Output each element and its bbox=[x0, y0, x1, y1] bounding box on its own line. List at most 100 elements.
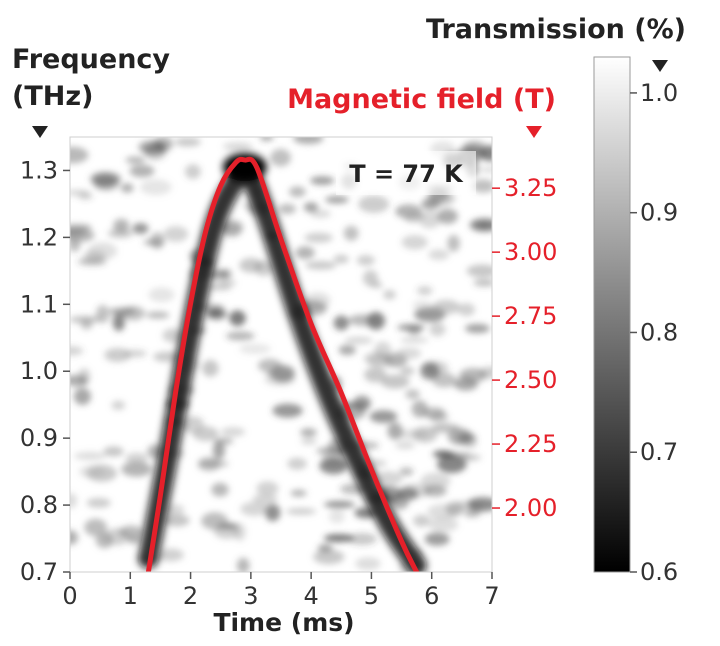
noise-blob bbox=[323, 534, 354, 543]
noise-blob bbox=[418, 210, 441, 229]
noise-blob bbox=[213, 524, 241, 539]
noise-blob bbox=[458, 303, 475, 317]
noise-blob bbox=[310, 209, 331, 218]
noise-blob bbox=[397, 324, 425, 331]
noise-blob bbox=[356, 255, 375, 266]
noise-blob bbox=[369, 410, 398, 423]
noise-blob bbox=[153, 137, 174, 152]
noise-blob bbox=[333, 254, 349, 264]
noise-blob bbox=[293, 137, 324, 145]
noise-blob bbox=[413, 514, 430, 527]
noise-blob bbox=[120, 183, 134, 193]
noise-blob bbox=[103, 446, 124, 457]
noise-blob bbox=[355, 557, 381, 571]
y-axis-left-marker-icon bbox=[32, 126, 48, 138]
y-right-tick-label: 2.75 bbox=[504, 302, 557, 330]
noise-blob bbox=[112, 313, 125, 332]
noise-blob bbox=[358, 195, 390, 213]
colorbar-label: Transmission (%) bbox=[426, 14, 686, 45]
colorbar-marker-icon bbox=[652, 60, 668, 72]
heatmap-noise bbox=[70, 137, 492, 572]
noise-blob bbox=[236, 557, 250, 572]
noise-blob bbox=[146, 311, 170, 319]
noise-blob bbox=[471, 179, 492, 193]
noise-blob bbox=[265, 503, 281, 522]
noise-blob bbox=[411, 400, 428, 418]
noise-blob bbox=[305, 261, 337, 270]
noise-blob bbox=[70, 189, 90, 196]
noise-blob bbox=[316, 446, 346, 455]
noise-blob bbox=[287, 457, 307, 470]
noise-blob bbox=[174, 137, 201, 147]
x-tick-label: 0 bbox=[62, 582, 77, 610]
x-tick-label: 4 bbox=[304, 582, 319, 610]
colorbar-axis: 0.6 0.7 0.8 0.9 1.0 bbox=[630, 79, 678, 586]
noise-blob bbox=[198, 459, 229, 468]
noise-blob bbox=[86, 464, 118, 482]
y-axis-left: 0.7 0.8 0.9 1.0 1.1 1.2 1.3 bbox=[20, 156, 70, 586]
noise-blob bbox=[132, 223, 149, 234]
noise-blob bbox=[221, 219, 245, 234]
y-right-tick-label: 3.00 bbox=[504, 238, 557, 266]
noise-blob bbox=[467, 497, 492, 512]
colorbar bbox=[593, 56, 631, 573]
noise-blob bbox=[278, 203, 297, 215]
noise-blob bbox=[95, 532, 114, 549]
noise-blob bbox=[121, 461, 152, 477]
noise-blob bbox=[125, 452, 148, 465]
noise-blob bbox=[396, 347, 422, 360]
noise-blob bbox=[363, 352, 390, 365]
y-right-tick-label: 3.25 bbox=[504, 174, 557, 202]
noise-blob bbox=[252, 493, 278, 505]
noise-blob bbox=[328, 509, 345, 524]
noise-blob bbox=[70, 346, 84, 356]
noise-blob bbox=[86, 498, 111, 508]
noise-blob bbox=[77, 257, 107, 266]
noise-blob bbox=[300, 438, 317, 445]
noise-blob bbox=[162, 328, 183, 343]
colorbar-tick-label: 1.0 bbox=[640, 79, 678, 107]
noise-blob bbox=[412, 300, 432, 311]
noise-blob bbox=[423, 485, 447, 497]
x-tick-label: 5 bbox=[364, 582, 379, 610]
noise-blob bbox=[140, 179, 172, 196]
noise-blob bbox=[285, 508, 317, 515]
noise-blob bbox=[428, 516, 459, 533]
noise-blob bbox=[338, 344, 356, 356]
noise-blob bbox=[111, 400, 126, 410]
noise-blob bbox=[469, 218, 492, 232]
x-tick-label: 1 bbox=[123, 582, 138, 610]
noise-blob bbox=[202, 359, 219, 377]
absorption-peak bbox=[222, 153, 267, 182]
noise-blob bbox=[429, 411, 449, 423]
noise-blob bbox=[163, 226, 189, 242]
colorbar-tick-label: 0.6 bbox=[640, 558, 678, 586]
y-right-tick-label: 2.00 bbox=[504, 494, 557, 522]
noise-blob bbox=[319, 457, 348, 475]
noise-blob bbox=[129, 164, 155, 178]
noise-blob bbox=[344, 336, 373, 345]
noise-blob bbox=[300, 428, 317, 437]
noise-blob bbox=[70, 228, 95, 242]
noise-blob bbox=[432, 372, 457, 388]
noise-blob bbox=[257, 358, 282, 373]
noise-blob bbox=[125, 156, 146, 164]
x-tick-label: 2 bbox=[183, 582, 198, 610]
y-left-tick-label: 1.0 bbox=[20, 357, 58, 385]
colorbar-tick-label: 0.9 bbox=[640, 199, 678, 227]
noise-blob bbox=[373, 471, 403, 486]
noise-blob bbox=[256, 481, 279, 496]
noise-blob bbox=[429, 322, 446, 337]
noise-blob bbox=[464, 509, 481, 518]
noise-blob bbox=[304, 232, 333, 243]
noise-blob bbox=[313, 549, 345, 565]
y-axis-left-label-line1: Frequency bbox=[12, 44, 170, 75]
noise-blob bbox=[405, 389, 420, 400]
temperature-annotation-box bbox=[336, 151, 476, 195]
noise-blob bbox=[399, 467, 414, 476]
noise-blob bbox=[259, 137, 274, 141]
noise-blob bbox=[432, 299, 461, 315]
plot-area bbox=[70, 137, 492, 572]
noise-blob bbox=[402, 210, 424, 223]
noise-blob bbox=[164, 514, 190, 527]
